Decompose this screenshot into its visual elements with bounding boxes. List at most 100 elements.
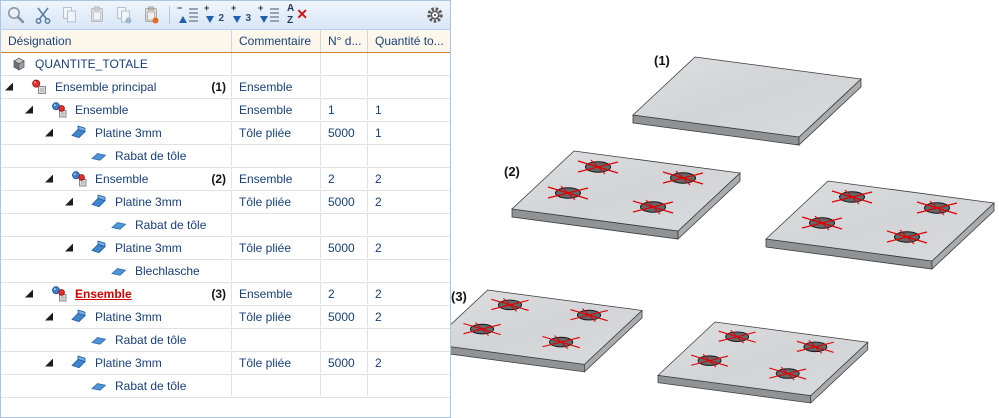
column-header-quantite[interactable]: Quantité to... — [375, 34, 444, 48]
table-row[interactable]: Ensemble (3) Ensemble 2 2 — [1, 283, 450, 306]
hole-with-marker[interactable] — [570, 308, 608, 322]
table-row[interactable]: QUANTITE_TOTALE — [1, 53, 450, 76]
table-row[interactable]: Rabat de tôle — [1, 145, 450, 168]
column-header-designation[interactable]: Désignation — [1, 30, 232, 52]
collapse-all-button[interactable]: − — [177, 4, 199, 26]
hole-with-marker[interactable] — [718, 329, 756, 344]
clear-sort-button[interactable]: A Z ✕ — [285, 4, 308, 26]
row-label: Ensemble — [95, 171, 149, 186]
hole-with-marker[interactable] — [796, 340, 834, 354]
row-label: QUANTITE_TOTALE — [35, 56, 148, 71]
table-row[interactable]: Ensemble principal (1) Ensemble — [1, 76, 450, 99]
row-label: Rabat de tôle — [115, 378, 187, 393]
expand-arrow[interactable] — [45, 174, 53, 183]
sheet-flat-icon — [91, 378, 107, 394]
occurrence-marker: (2) — [211, 171, 226, 186]
sort-z-label: Z — [287, 15, 294, 26]
table-row[interactable]: Blechlasche — [1, 260, 450, 283]
copy-special-icon[interactable] — [113, 4, 135, 26]
hole-with-marker[interactable] — [916, 200, 958, 216]
table-row[interactable]: Rabat de tôle — [1, 329, 450, 352]
hole-with-marker[interactable] — [547, 185, 589, 201]
comment-cell: Ensemble — [232, 99, 321, 120]
table-row[interactable]: Platine 3mm Tôle pliée 5000 2 — [1, 306, 450, 329]
quantity-cell — [368, 214, 450, 235]
designation-cell: Platine 3mm — [1, 122, 232, 143]
settings-gear-icon[interactable] — [424, 4, 446, 26]
designation-cell: Rabat de tôle — [1, 214, 232, 235]
quantity-cell — [368, 53, 450, 74]
assembly-red-icon — [31, 79, 47, 95]
level-3-label: 3 — [245, 13, 251, 24]
quantity-cell — [368, 145, 450, 166]
bom-panel: − + 2 + 3 + A Z ✕ — [0, 0, 451, 418]
hole-with-marker[interactable] — [690, 353, 729, 368]
paste-icon[interactable] — [86, 4, 108, 26]
sheet-metal-plate[interactable] — [632, 56, 862, 146]
comment-cell — [232, 53, 321, 74]
row-label: Platine 3mm — [115, 194, 182, 209]
comment-cell: Tôle pliée — [232, 306, 321, 327]
table-row[interactable]: Rabat de tôle — [1, 375, 450, 398]
column-header-numero[interactable]: N° d... — [321, 30, 368, 52]
paste-special-icon[interactable] — [140, 4, 162, 26]
copy-glyph — [63, 7, 76, 23]
designation-cell: Platine 3mm — [1, 306, 232, 327]
cut-icon[interactable] — [32, 4, 54, 26]
number-cell — [321, 260, 368, 281]
expand-all-button[interactable]: + — [258, 4, 280, 26]
designation-cell: Ensemble (3) — [1, 283, 232, 304]
hole-with-marker[interactable] — [769, 366, 807, 381]
hole-with-marker[interactable] — [886, 229, 928, 245]
expand-arrow[interactable] — [45, 358, 53, 367]
hole-with-marker[interactable] — [491, 298, 529, 312]
table-row[interactable]: Rabat de tôle — [1, 214, 450, 237]
table-row[interactable]: Platine 3mm Tôle pliée 5000 2 — [1, 352, 450, 375]
expand-arrow[interactable] — [45, 312, 53, 321]
down-arrow-icon — [233, 16, 241, 23]
expand-arrow[interactable] — [65, 197, 73, 206]
search-icon[interactable] — [5, 4, 27, 26]
gear-glyph — [427, 7, 443, 23]
row-label: Rabat de tôle — [135, 217, 207, 232]
sheet-metal-plate[interactable] — [511, 150, 741, 240]
copy-icon[interactable] — [59, 4, 81, 26]
column-header-commentaire[interactable]: Commentaire — [232, 30, 321, 52]
sheet-metal-plate[interactable] — [765, 180, 995, 270]
quantity-cell — [368, 329, 450, 350]
sheet-metal-plate[interactable] — [657, 321, 869, 404]
hole-with-marker[interactable] — [632, 199, 674, 215]
designation-cell: Ensemble principal (1) — [1, 76, 232, 97]
number-cell: 1 — [321, 99, 368, 120]
expand-level-3-button[interactable]: + 3 — [231, 4, 253, 26]
expand-level-2-button[interactable]: + 2 — [204, 4, 226, 26]
expand-arrow[interactable] — [25, 105, 33, 114]
table-row[interactable]: Platine 3mm Tôle pliée 5000 2 — [1, 237, 450, 260]
designation-cell: QUANTITE_TOTALE — [1, 53, 232, 74]
bom-tree-table: QUANTITE_TOTALE Ensemble principal (1) Ense… — [1, 53, 450, 398]
hole-with-marker[interactable] — [577, 159, 619, 175]
hole-with-marker[interactable] — [463, 322, 501, 336]
hole-with-marker[interactable] — [831, 189, 873, 205]
expand-arrow[interactable] — [45, 128, 53, 137]
table-row[interactable]: Ensemble Ensemble 1 1 — [1, 99, 450, 122]
sheet-bent-icon — [71, 308, 87, 325]
hole-with-marker[interactable] — [542, 335, 580, 349]
designation-cell: Platine 3mm — [1, 191, 232, 212]
hole-with-marker[interactable] — [801, 215, 843, 231]
scissors-glyph — [35, 7, 51, 24]
occurrence-marker: (1) — [211, 79, 226, 94]
expand-arrow[interactable] — [65, 243, 73, 252]
expand-arrow[interactable] — [5, 82, 13, 91]
comment-cell: Tôle pliée — [232, 352, 321, 373]
comment-cell — [232, 375, 321, 396]
bom-toolbar: − + 2 + 3 + A Z ✕ — [1, 1, 450, 30]
sheet-flat-icon — [91, 148, 107, 164]
table-row[interactable]: Platine 3mm Tôle pliée 5000 2 — [1, 191, 450, 214]
expand-arrow[interactable] — [25, 289, 33, 298]
table-row[interactable]: Ensemble (2) Ensemble 2 2 — [1, 168, 450, 191]
hole-with-marker[interactable] — [662, 170, 704, 186]
sheet-metal-plate[interactable] — [429, 289, 643, 373]
table-row[interactable]: Platine 3mm Tôle pliée 5000 1 — [1, 122, 450, 145]
